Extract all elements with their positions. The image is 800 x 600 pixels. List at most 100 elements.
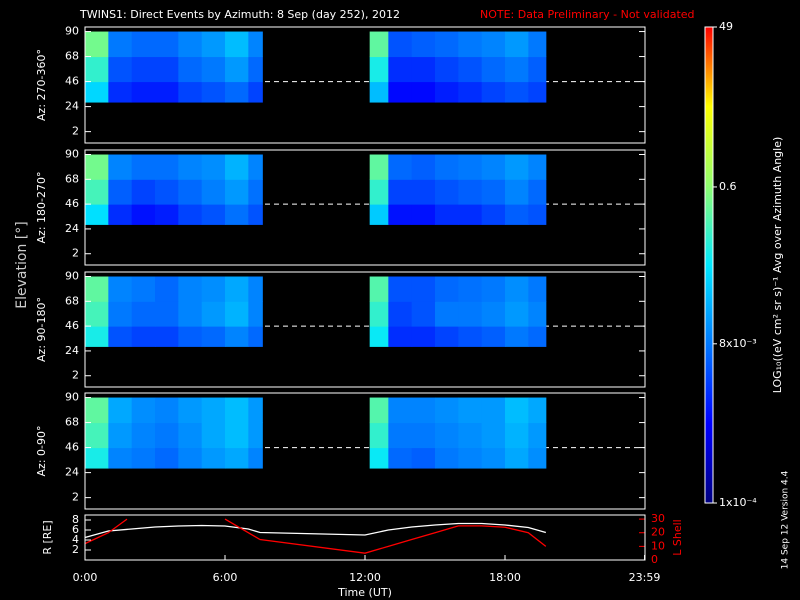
note: NOTE: Data Preliminary - Not validated — [480, 8, 695, 21]
heatmap-cell — [458, 326, 483, 347]
heatmap-cell — [248, 301, 263, 327]
heatmap-cell — [155, 31, 179, 58]
heatmap-cell — [225, 154, 249, 180]
panel-label: Az: 270-360° — [35, 49, 48, 121]
heatmap-cell — [388, 56, 413, 83]
heatmap-cell — [458, 56, 483, 83]
heatmap-cell — [201, 154, 226, 180]
heatmap-cell — [155, 204, 179, 225]
panel-frame — [84, 271, 646, 388]
heatmap-cell — [369, 81, 389, 103]
heatmap-cell — [528, 154, 547, 180]
heatmap-cell — [435, 179, 459, 205]
y2-tick-label: 30 — [651, 512, 665, 525]
heatmap-cell — [201, 81, 226, 103]
colorbar — [704, 26, 714, 504]
chart-title: TWINS1: Direct Events by Azimuth: 8 Sep … — [79, 8, 400, 21]
heatmap-cell — [178, 204, 203, 225]
y-tick-label: 6 — [72, 523, 79, 536]
heatmap-cell — [481, 179, 506, 205]
y-tick-label: 24 — [65, 344, 79, 357]
y-tick-label: 90 — [65, 148, 79, 161]
y-tick-label: 68 — [65, 50, 79, 63]
heatmap-cell — [178, 447, 203, 469]
heatmap-cell — [248, 204, 263, 225]
series-line — [84, 518, 547, 554]
heatmap-cell — [248, 154, 263, 180]
heatmap-cell — [505, 422, 529, 449]
y-tick-label: 24 — [65, 466, 79, 479]
heatmap-cell — [411, 154, 436, 180]
heatmap-cell — [85, 276, 109, 302]
y-tick-label: 90 — [65, 270, 79, 283]
heatmap-cell — [248, 447, 263, 469]
heatmap-cell — [108, 154, 133, 180]
y-axis-label: Elevation [°] — [14, 221, 30, 308]
panel-label: Az: 180-270° — [35, 172, 48, 244]
heatmap-cell — [505, 204, 529, 225]
heatmap-cell — [528, 301, 547, 327]
heatmap-cell — [155, 397, 179, 424]
heatmap-cell — [458, 447, 483, 469]
heatmap-cell — [225, 422, 249, 449]
heatmap-cell — [388, 276, 413, 302]
heatmap-cell — [369, 179, 389, 205]
heatmap-cell — [108, 326, 133, 347]
heatmap-cell — [528, 179, 547, 205]
y-tick-label: 46 — [65, 197, 79, 210]
heatmap-cell — [131, 397, 156, 424]
heatmap-cell — [225, 276, 249, 302]
heatmap-cell — [131, 31, 156, 58]
heatmap-cell — [388, 447, 413, 469]
heatmap-cell — [528, 397, 547, 424]
heatmap-cell — [505, 154, 529, 180]
heatmap-cell — [155, 276, 179, 302]
heatmap-cell — [458, 301, 483, 327]
heatmap-cell — [369, 301, 389, 327]
heatmap-cell — [178, 56, 203, 83]
heatmap-cell — [435, 397, 459, 424]
panel-frame — [84, 514, 646, 561]
heatmap-cell — [435, 81, 459, 103]
heatmap-cell — [85, 326, 109, 347]
heatmap-cell — [369, 422, 389, 449]
heatmap-cell — [388, 301, 413, 327]
heatmap-cell — [369, 204, 389, 225]
heatmap-cell — [411, 422, 436, 449]
heatmap-cell — [411, 31, 436, 58]
heatmap-cell — [225, 397, 249, 424]
heatmap-cell — [369, 447, 389, 469]
heatmap-cell — [131, 422, 156, 449]
heatmap-cell — [481, 56, 506, 83]
heatmap-cell — [85, 301, 109, 327]
heatmap-cell — [481, 301, 506, 327]
heatmap-cell — [369, 31, 389, 58]
heatmap-cell — [131, 326, 156, 347]
heatmap-cell — [458, 179, 483, 205]
heatmap-cell — [505, 179, 529, 205]
y-tick-label: 46 — [65, 441, 79, 454]
heatmap-cell — [248, 326, 263, 347]
colorbar-tick-label: 1x10⁻⁴ — [719, 496, 757, 509]
y-tick-label: 2 — [72, 543, 79, 556]
heatmap-cell — [131, 447, 156, 469]
heatmap-cell — [155, 447, 179, 469]
heatmap-cell — [411, 326, 436, 347]
heatmap-cell — [388, 154, 413, 180]
heatmap-cell — [248, 81, 263, 103]
panel-frame — [84, 392, 646, 510]
heatmap-cell — [225, 81, 249, 103]
heatmap-cell — [481, 447, 506, 469]
heatmap-cell — [85, 56, 109, 83]
y2-tick-label: 10 — [651, 539, 665, 552]
heatmap-cell — [528, 56, 547, 83]
heatmap-cell — [505, 276, 529, 302]
heatmap-cell — [108, 81, 133, 103]
heatmap-cell — [411, 276, 436, 302]
heatmap-cell — [458, 397, 483, 424]
heatmap-cell — [178, 422, 203, 449]
heatmap-cell — [85, 154, 109, 180]
heatmap-cell — [225, 179, 249, 205]
heatmap-cell — [178, 276, 203, 302]
